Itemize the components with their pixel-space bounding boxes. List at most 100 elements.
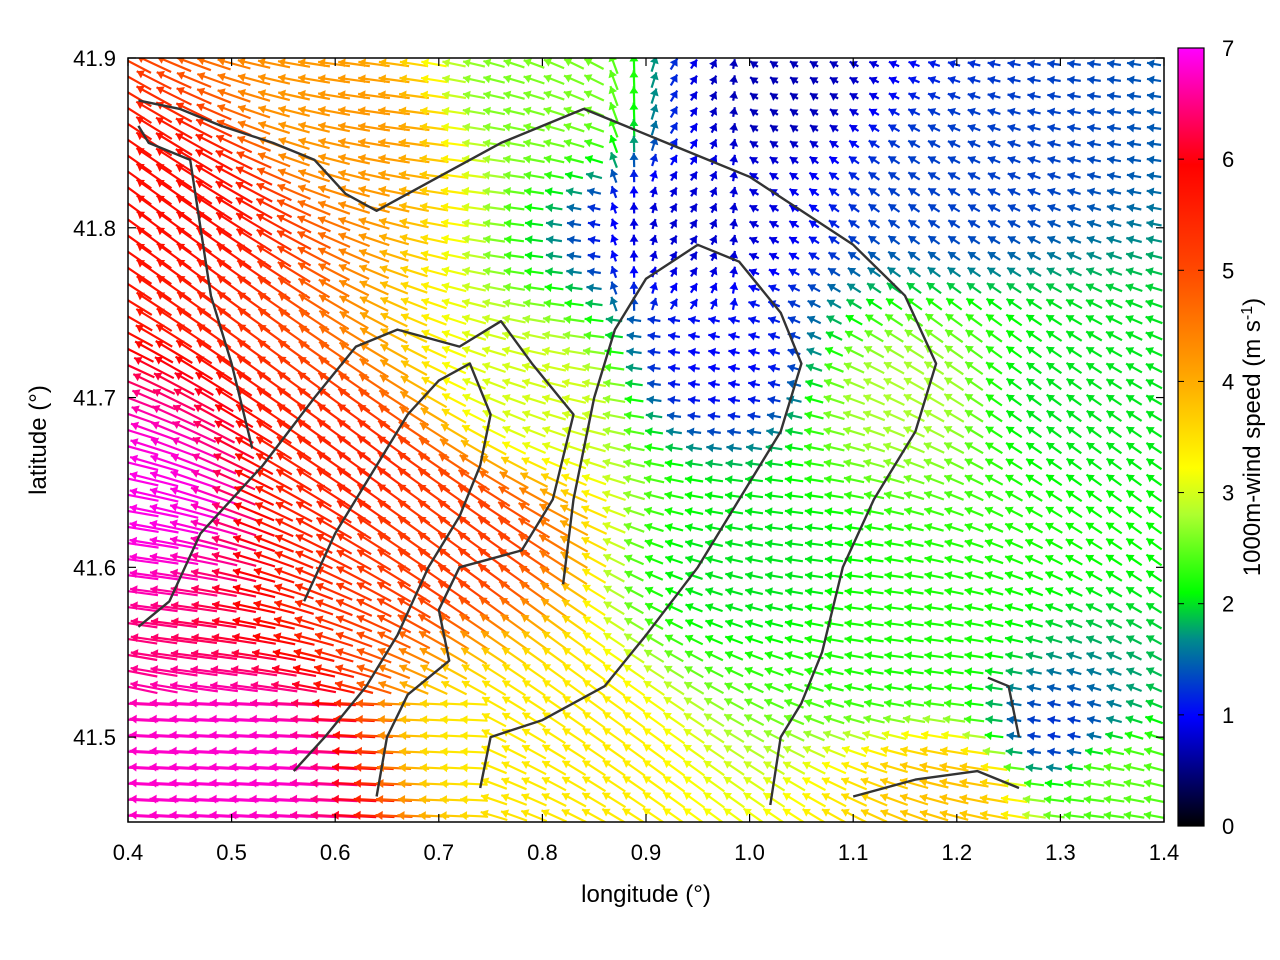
wind-vector-head xyxy=(1005,651,1013,660)
wind-vector-head xyxy=(783,761,792,770)
wind-vector-head xyxy=(258,120,267,130)
wind-vector-head xyxy=(315,631,324,641)
wind-vector-head xyxy=(1145,363,1155,372)
wind-vector-head xyxy=(649,120,659,129)
wind-vector-head xyxy=(129,471,138,480)
wind-vector-head xyxy=(420,90,429,100)
wind-vector-head xyxy=(843,442,852,452)
wind-vector-head xyxy=(253,567,262,576)
wind-vector-head xyxy=(944,619,953,628)
wind-vector-head xyxy=(209,810,217,820)
wind-vector-head xyxy=(582,394,590,404)
wind-vector-head xyxy=(115,341,123,349)
wind-vector-head xyxy=(986,362,995,370)
wind-vector-head xyxy=(584,90,593,99)
wind-vector-head xyxy=(1007,123,1016,133)
wind-vector-head xyxy=(197,259,206,268)
wind-vector-head xyxy=(289,778,297,788)
wind-vector-head xyxy=(353,778,362,788)
wind-vector-head xyxy=(379,390,388,398)
wind-vector-head xyxy=(944,377,953,386)
wind-vector-head xyxy=(843,378,852,387)
wind-vector-head xyxy=(501,745,511,754)
wind-vector-head xyxy=(844,571,853,581)
wind-vector-head xyxy=(908,76,917,85)
wind-vector-head xyxy=(1086,363,1095,371)
wind-vector-head xyxy=(442,58,451,68)
wind-vector-head xyxy=(269,810,277,820)
wind-vector-head xyxy=(788,268,797,277)
wind-vector-head xyxy=(110,795,117,804)
wind-vector-head xyxy=(398,437,407,445)
wind-vector-head xyxy=(626,347,634,357)
wind-vector-head xyxy=(1027,123,1036,133)
wind-vector-head xyxy=(624,554,633,563)
wind-vector xyxy=(135,162,173,190)
wind-vector-head xyxy=(1083,811,1092,820)
wind-vector-head xyxy=(1083,779,1092,788)
wind-vector-head xyxy=(543,299,552,308)
wind-vector-head xyxy=(358,185,367,195)
wind-vector-head xyxy=(197,72,206,81)
wind-vector-head xyxy=(541,598,550,607)
wind-vector-head xyxy=(562,728,572,737)
wind-vector-head xyxy=(904,699,912,708)
wind-vector-head xyxy=(939,793,948,803)
wind-vector-head xyxy=(908,108,917,117)
wind-vector-head xyxy=(499,597,509,606)
wind-vector xyxy=(128,299,153,316)
wind-vector-head xyxy=(684,681,693,690)
wind-vector-head xyxy=(269,762,277,772)
wind-vector xyxy=(211,519,257,537)
wind-vector-head xyxy=(804,427,813,436)
wind-vector-head xyxy=(984,554,993,564)
wind-vector-head xyxy=(1126,522,1135,531)
wind-vector-head xyxy=(156,117,165,126)
wind-vector xyxy=(155,340,193,364)
wind-vector-head xyxy=(1126,458,1135,467)
wind-vector-head xyxy=(784,459,793,469)
wind-vector-head xyxy=(420,218,428,228)
wind-vector xyxy=(215,371,253,397)
wind-vector-head xyxy=(629,202,639,210)
wind-vector-head xyxy=(1067,731,1076,741)
wind-vector-head xyxy=(823,426,832,436)
wind-vector-head xyxy=(924,635,932,645)
wind-vector-head xyxy=(582,600,592,609)
wind-vector-head xyxy=(765,603,773,612)
wind-vector-head xyxy=(1047,747,1055,757)
wind-vector-head xyxy=(338,169,347,179)
wind-vector-head xyxy=(523,58,532,67)
wind-vector-head xyxy=(440,747,448,757)
wind-vector-head xyxy=(191,617,200,627)
wind-vector-head xyxy=(960,746,969,756)
wind-vector-head xyxy=(582,808,591,817)
wind-vector-head xyxy=(881,730,890,740)
wind-vector-head xyxy=(864,683,873,692)
wind-vector-head xyxy=(765,475,773,485)
wind-vector-head xyxy=(650,104,659,113)
wind-vector-head xyxy=(919,809,928,818)
wind-vector-head xyxy=(522,647,531,656)
wind-vector-head xyxy=(129,504,138,513)
wind-vector-head xyxy=(258,58,266,67)
wind-vector-head xyxy=(169,762,177,772)
wind-vector-head xyxy=(868,220,877,228)
wind-vector-head xyxy=(561,583,570,592)
wind-vector-head xyxy=(378,217,387,227)
wind-vector-head xyxy=(236,151,245,160)
wind-vector-head xyxy=(358,122,366,132)
wind-vector-head xyxy=(904,539,913,548)
wind-vector-head xyxy=(317,216,327,225)
wind-vector-head xyxy=(278,309,287,318)
wind-vector-head xyxy=(156,275,166,284)
wind-vector-head xyxy=(524,203,533,213)
wind-vector-head xyxy=(623,506,632,515)
wind-vector-head xyxy=(808,284,817,292)
wind-vector xyxy=(169,504,219,520)
wind-vector-head xyxy=(130,601,138,611)
wind-vector-head xyxy=(523,298,531,308)
wind-vector-head xyxy=(608,58,617,63)
wind-vector-head xyxy=(462,393,471,402)
wind-vector xyxy=(170,667,218,677)
